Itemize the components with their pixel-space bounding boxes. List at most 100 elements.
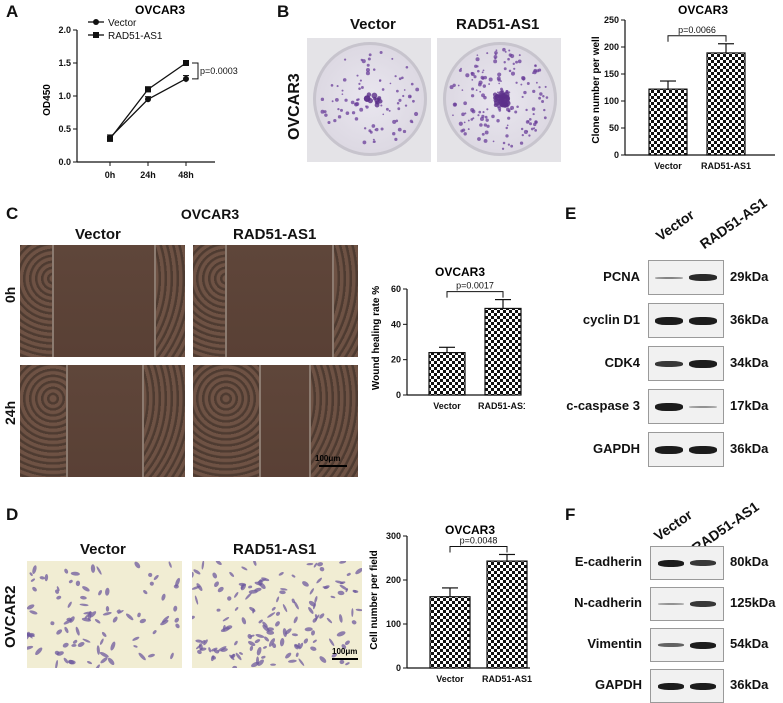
colony-dot [368, 53, 372, 57]
row-label-ovcar2: OVCAR2 [2, 585, 19, 648]
colony-dot [473, 75, 477, 79]
migrated-cell [351, 620, 357, 625]
colony-dot [380, 104, 383, 107]
migrated-cell [341, 644, 347, 650]
migrated-cell [220, 627, 230, 633]
colony-dot [486, 52, 489, 55]
migrated-cell [211, 655, 216, 660]
protein-label: c-caspase 3 [566, 397, 640, 413]
protein-band [655, 316, 683, 325]
scratch-image-vector-0h [20, 245, 185, 357]
colony-dot [471, 87, 475, 91]
migrated-cell [27, 645, 34, 650]
scale-bar-d [332, 658, 358, 660]
migrated-cell [63, 657, 69, 664]
migrated-cell [68, 579, 73, 584]
migrated-cell [314, 614, 318, 619]
molecular-weight-label: 36kDa [730, 440, 769, 456]
colony-dot [372, 68, 376, 71]
migrated-cell [293, 601, 299, 610]
colony-dot [523, 90, 527, 95]
migrated-cell [279, 638, 285, 647]
migrated-cell [326, 617, 333, 624]
colony-dot [398, 77, 402, 81]
colony-dot [493, 59, 498, 64]
colony-dot [508, 110, 511, 113]
data-point-vector [183, 75, 189, 82]
colony-dot [481, 114, 485, 118]
migrated-cell [263, 646, 267, 649]
migrated-cell [195, 639, 203, 643]
bar-chart-c: OVCAR3 Wound healing rate % 0 20 40 60 Vecto… [371, 265, 525, 411]
migrated-cell [275, 621, 280, 627]
protein-band [658, 603, 684, 605]
colony-dot [517, 59, 522, 64]
migrated-cell [134, 561, 141, 569]
colony-dot [510, 144, 514, 148]
colony-dot [461, 89, 464, 91]
blot-strip [648, 432, 724, 467]
colony-cluster [371, 92, 378, 99]
migrated-cell [331, 653, 338, 658]
colony-dot [515, 60, 518, 64]
migrated-cell [32, 586, 37, 592]
chart-title-b: OVCAR3 [678, 3, 728, 17]
colony-dot [367, 57, 371, 61]
migrated-cell [234, 607, 239, 611]
migrated-cell [210, 647, 218, 652]
colony-dot [360, 85, 364, 89]
colony-dot [350, 100, 355, 105]
colony-dot [510, 53, 515, 59]
migrated-cell [44, 574, 49, 582]
migrated-cell [232, 665, 238, 668]
blot-strip [648, 389, 724, 424]
colony-dot [388, 109, 391, 112]
migrated-cell [272, 643, 277, 649]
migrated-cell [153, 574, 159, 581]
molecular-weight-label: 36kDa [730, 311, 769, 327]
migrated-cell [133, 645, 138, 648]
migrated-cell [55, 589, 59, 594]
colony-dot [515, 81, 518, 84]
colony-dot [532, 89, 536, 94]
colony-dot [478, 82, 482, 87]
molecular-weight-label: 34kDa [730, 354, 769, 370]
colony-dot [505, 126, 508, 130]
col-label-vector-d: Vector [80, 541, 126, 558]
colony-cluster [492, 92, 498, 97]
significance-bracket-a [192, 62, 199, 80]
y-axis-label-b: Clone number per well [591, 36, 602, 143]
migrated-cell [160, 619, 169, 626]
colony-dot [481, 132, 485, 136]
colony-dot [389, 82, 392, 85]
migrated-cell [99, 638, 104, 645]
migrated-cell [168, 561, 172, 568]
migrated-cell [80, 595, 87, 600]
bar-rad51 [706, 52, 746, 156]
molecular-weight-label: 36kDa [730, 677, 769, 692]
colony-dot [463, 121, 466, 124]
colony-dot [467, 119, 470, 122]
blot-strip [650, 546, 724, 580]
migrated-cell [293, 616, 298, 624]
migrated-cell [175, 623, 180, 629]
migrated-cell [239, 652, 243, 655]
colony-dot [463, 101, 467, 106]
migrated-cell [319, 566, 325, 572]
lane-label-vector-e: Vector [652, 206, 698, 244]
protein-label: N-cadherin [574, 595, 642, 610]
migrated-cell [64, 626, 69, 634]
panel-letter-e: E [565, 204, 577, 223]
blot-strip [650, 669, 724, 703]
migrated-cell [56, 586, 60, 592]
y-tick-label: 200 [604, 42, 619, 52]
colony-dot [531, 107, 536, 111]
colony-dot [486, 124, 490, 128]
colony-dot [502, 141, 506, 145]
colony-dot [480, 75, 485, 80]
colony-dot [544, 85, 547, 88]
lane-label-vector-f: Vector [650, 506, 696, 544]
migrated-cell [148, 572, 153, 578]
molecular-weight-label: 17kDa [730, 397, 769, 413]
colony-dot [467, 128, 470, 131]
